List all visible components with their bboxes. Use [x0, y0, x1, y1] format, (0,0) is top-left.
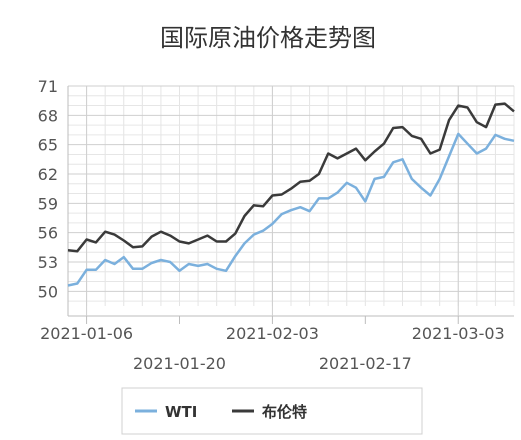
grid: [67, 85, 515, 306]
x-tick-label: 2021-01-20: [133, 354, 226, 373]
series-line-brent: [67, 102, 515, 253]
y-tick-label: 62: [38, 165, 58, 184]
series-line-wti: [67, 132, 515, 287]
legend-label: WTI: [165, 403, 197, 421]
chart-title: 国际原油价格走势图: [160, 24, 376, 52]
y-tick-label: 56: [38, 224, 58, 243]
x-axis: 2021-01-06 2021-02-03 2021-03-03 2021-01-20…: [40, 86, 514, 373]
y-tick-label: 65: [38, 136, 58, 155]
y-tick-label: 53: [38, 253, 58, 272]
y-axis: 50 53 56 59 62 65 68 71: [38, 77, 69, 316]
y-tick-label: 59: [38, 194, 58, 213]
y-tick-label: 71: [38, 77, 58, 96]
y-tick-label: 50: [38, 282, 58, 301]
legend-box: [121, 387, 423, 435]
x-tick-label: 2021-01-06: [40, 324, 133, 343]
x-tick-label: 2021-02-17: [319, 354, 412, 373]
series-lines: [67, 102, 515, 287]
legend: WTI 布伦特: [121, 387, 423, 435]
x-tick-label: 2021-02-03: [226, 324, 319, 343]
x-tick-label: 2021-03-03: [412, 324, 505, 343]
y-tick-label: 68: [38, 106, 58, 125]
legend-label: 布伦特: [262, 403, 307, 421]
